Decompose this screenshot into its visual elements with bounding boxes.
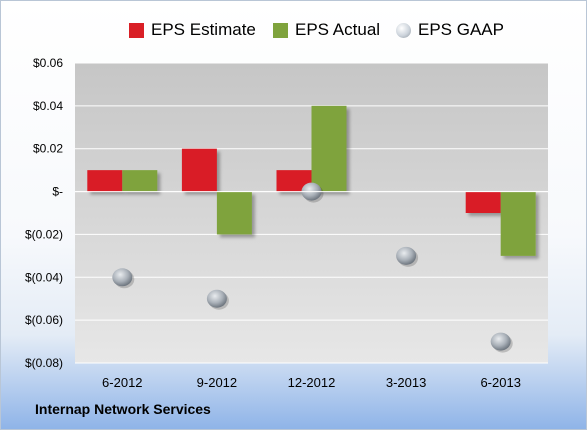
bar-eps-actual	[500, 191, 536, 256]
legend-swatch-eps-estimate	[129, 22, 144, 38]
y-tick-label: $(0.06)	[25, 313, 63, 327]
x-tick-label: 9-2012	[197, 375, 237, 390]
marker-eps-gaap	[112, 268, 133, 287]
bar-eps-estimate	[276, 170, 312, 192]
marker-eps-gaap	[490, 332, 511, 351]
legend-swatch-eps-gaap	[396, 22, 411, 38]
legend: EPS Estimate EPS Actual EPS GAAP	[1, 18, 587, 42]
y-tick-label: $(0.08)	[25, 356, 63, 370]
legend-item-eps-gaap: EPS GAAP	[396, 18, 504, 42]
y-tick-label: $0.02	[33, 142, 63, 156]
x-tick-label: 3-2013	[386, 375, 426, 390]
legend-item-eps-estimate: EPS Estimate	[129, 18, 256, 42]
y-tick-label: $-	[52, 185, 63, 199]
marker-eps-gaap	[396, 246, 417, 265]
x-tick-label: 6-2013	[480, 375, 520, 390]
bar-eps-estimate	[87, 170, 123, 192]
y-tick-label: $0.04	[33, 99, 63, 113]
legend-swatch-eps-actual	[273, 22, 288, 38]
legend-item-eps-actual: EPS Actual	[273, 18, 380, 42]
bar-eps-actual	[122, 170, 158, 192]
bar-eps-estimate	[181, 148, 217, 192]
x-tick-label: 6-2012	[102, 375, 142, 390]
x-tick-label: 12-2012	[288, 375, 336, 390]
company-name: Internap Network Services	[35, 401, 211, 417]
bar-eps-estimate	[465, 191, 501, 213]
y-tick-label: $(0.02)	[25, 227, 63, 241]
legend-label-eps-estimate: EPS Estimate	[151, 20, 256, 39]
legend-label-eps-actual: EPS Actual	[295, 20, 381, 39]
bar-eps-actual	[311, 105, 347, 192]
marker-eps-gaap	[206, 289, 227, 308]
bar-eps-actual	[216, 191, 252, 235]
legend-label-eps-gaap: EPS GAAP	[418, 20, 504, 39]
y-tick-label: $0.06	[33, 56, 63, 70]
y-tick-label: $(0.04)	[25, 270, 63, 284]
